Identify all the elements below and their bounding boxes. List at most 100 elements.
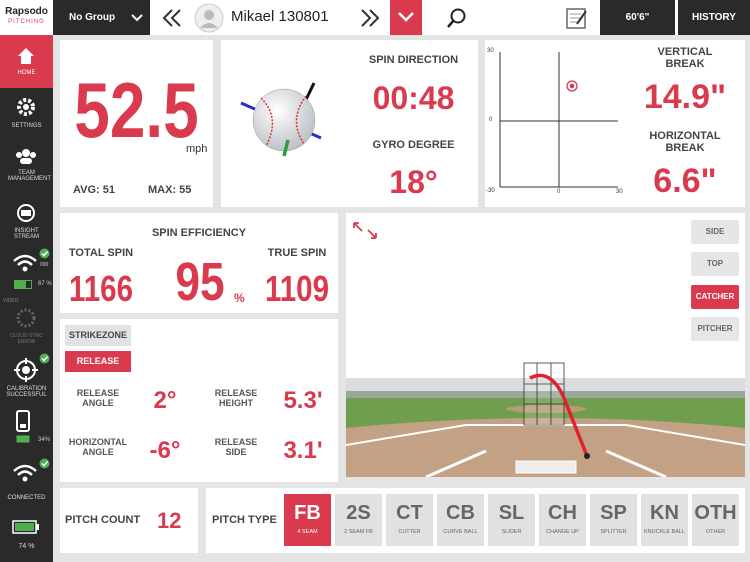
pitch-type-label: PITCH TYPE (212, 514, 277, 526)
pitch-type-name: CURVE BALL (443, 529, 478, 535)
search-button[interactable] (446, 7, 468, 29)
expand-button[interactable] (353, 222, 377, 239)
spin-efficiency-panel: SPIN EFFICIENCY TOTAL SPIN 1166 95 % TRU… (60, 213, 338, 313)
pitch-type-code: SP (600, 502, 627, 524)
view-side-button[interactable]: SIDE (691, 220, 739, 244)
release-tab[interactable]: RELEASE (65, 351, 131, 372)
horizontal-angle-label: HORIZONTAL ANGLE (68, 437, 128, 457)
pitch-type-code: KN (650, 502, 679, 524)
vertical-break-value: 14.9" (643, 78, 727, 116)
wifi-code: 000 (40, 262, 49, 268)
pitch-type-name: SLIDER (501, 529, 522, 535)
home-label: HOME (17, 70, 36, 76)
pitch-type-button[interactable]: KN KNUCKLE BALL (641, 494, 688, 546)
strike-zone (523, 362, 565, 426)
velocity-panel: 52.5 mph AVG: 51 MAX: 55 (60, 40, 213, 207)
cloud-label: CLOUD SYNC ERROR (10, 333, 43, 345)
horizontal-break-label: HORIZONTAL BREAK (649, 130, 721, 154)
player-name: Mikael 130801 (231, 8, 329, 25)
pitch-type-code: CH (548, 502, 577, 524)
view-catcher-button[interactable]: CATCHER (691, 285, 739, 309)
pitch-type-code: FB (294, 502, 321, 524)
distance-selector[interactable]: 60'6" (600, 0, 675, 35)
release-height-value: 5.3' (283, 387, 323, 414)
x-tick-label: 0 (557, 189, 561, 195)
ok-badge (39, 458, 50, 469)
battery-label: 34% (38, 437, 51, 443)
history-button[interactable]: HISTORY (678, 0, 750, 35)
horizontal-break-value: 6.6" (653, 162, 717, 200)
wifi-icon (13, 464, 37, 482)
device-icon (16, 410, 30, 432)
player-avatar (194, 3, 224, 33)
brand-name: Rapsodo (5, 6, 48, 17)
home-button[interactable] (0, 35, 53, 88)
pitch-type-button[interactable]: SL SLIDER (488, 494, 535, 546)
player-dropdown[interactable] (390, 0, 422, 35)
pitch-type-button[interactable]: CH CHANGE UP (539, 494, 586, 546)
pitch-type-button[interactable]: SP SPLITTER (590, 494, 637, 546)
break-panel (485, 40, 745, 207)
x-tick-label: 30 (616, 189, 623, 195)
pitch-type-code: CT (396, 502, 423, 524)
ok-badge (39, 353, 50, 364)
pitch-type-button[interactable]: CT CUTTER (386, 494, 433, 546)
calibration-label: CALIBRATION SUCCESSFUL (6, 386, 47, 398)
pitch-type-name: KNUCKLE BALL (644, 529, 685, 535)
pitch-type-button[interactable]: 2S 2 SEAM FB (335, 494, 382, 546)
group-label: No Group (69, 12, 116, 23)
pitch-type-code: SL (498, 502, 525, 524)
spin-direction-label: SPIN DIRECTION (368, 54, 459, 66)
group-dropdown[interactable]: No Group (53, 0, 150, 35)
pitch-type-button[interactable]: OTH OTHER (692, 494, 739, 546)
settings-icon[interactable] (17, 98, 35, 116)
strikezone-tab[interactable]: STRIKEZONE (65, 325, 131, 346)
release-side-value: 3.1' (283, 437, 323, 464)
wifi-icon (13, 254, 37, 272)
pitch-type-button[interactable]: FB 4 SEAM (284, 494, 331, 546)
total-spin-value: 1166 (68, 268, 134, 309)
y-tick-label: -30 (486, 188, 495, 194)
notes-button[interactable] (565, 6, 589, 30)
view-top-button[interactable]: TOP (691, 252, 739, 276)
break-point (566, 80, 578, 92)
insight-icon[interactable] (15, 204, 37, 222)
home-icon (18, 48, 34, 64)
release-angle-value: 2° (153, 387, 177, 414)
next-player[interactable] (360, 8, 380, 28)
break-plot (499, 52, 618, 188)
trajectory-view (346, 213, 745, 477)
ok-badge (39, 248, 50, 259)
release-panel: STRIKEZONE RELEASE RELEASE ANGLE 2° RELE… (60, 319, 338, 482)
battery-label: 74 % (18, 543, 35, 550)
pitch-count-label: PITCH COUNT (65, 514, 141, 526)
dropdown-arrow (131, 14, 143, 22)
y-tick-label: 0 (489, 117, 493, 123)
battery-icon (16, 435, 30, 443)
brand: Rapsodo PITCHING (0, 0, 53, 35)
view-pitcher-button[interactable]: PITCHER (691, 317, 739, 341)
connected-label: CONNECTED (7, 495, 46, 501)
vertical-break-label: VERTICAL BREAK (657, 46, 713, 70)
release-angle-label: RELEASE ANGLE (76, 388, 120, 408)
previous-player[interactable] (162, 8, 182, 28)
pitch-type-name: CHANGE UP (546, 529, 579, 535)
calibration-icon (14, 358, 38, 382)
spin-direction-value: 00:48 (372, 80, 455, 116)
y-tick-label: 30 (487, 48, 494, 54)
pitch-count-panel: PITCH COUNT 12 (60, 488, 198, 553)
team-label[interactable]: TEAM MANAGEMENT (8, 170, 52, 182)
total-spin-label: TOTAL SPIN (68, 247, 134, 259)
pitch-type-name: SPLITTER (600, 529, 627, 535)
pitch-type-name: 4 SEAM (297, 529, 318, 535)
true-spin-value: 1109 (264, 268, 330, 309)
pitch-type-button[interactable]: CB CURVE BALL (437, 494, 484, 546)
insight-label[interactable]: INSIGHT STREAM (13, 228, 39, 240)
team-icon[interactable] (15, 148, 37, 164)
avg-value: 51 (102, 184, 115, 196)
max-label: MAX: (148, 184, 177, 196)
velocity-unit: mph (186, 143, 208, 155)
pitch-trajectory (529, 373, 589, 457)
settings-label[interactable]: SETTINGS (11, 123, 42, 129)
